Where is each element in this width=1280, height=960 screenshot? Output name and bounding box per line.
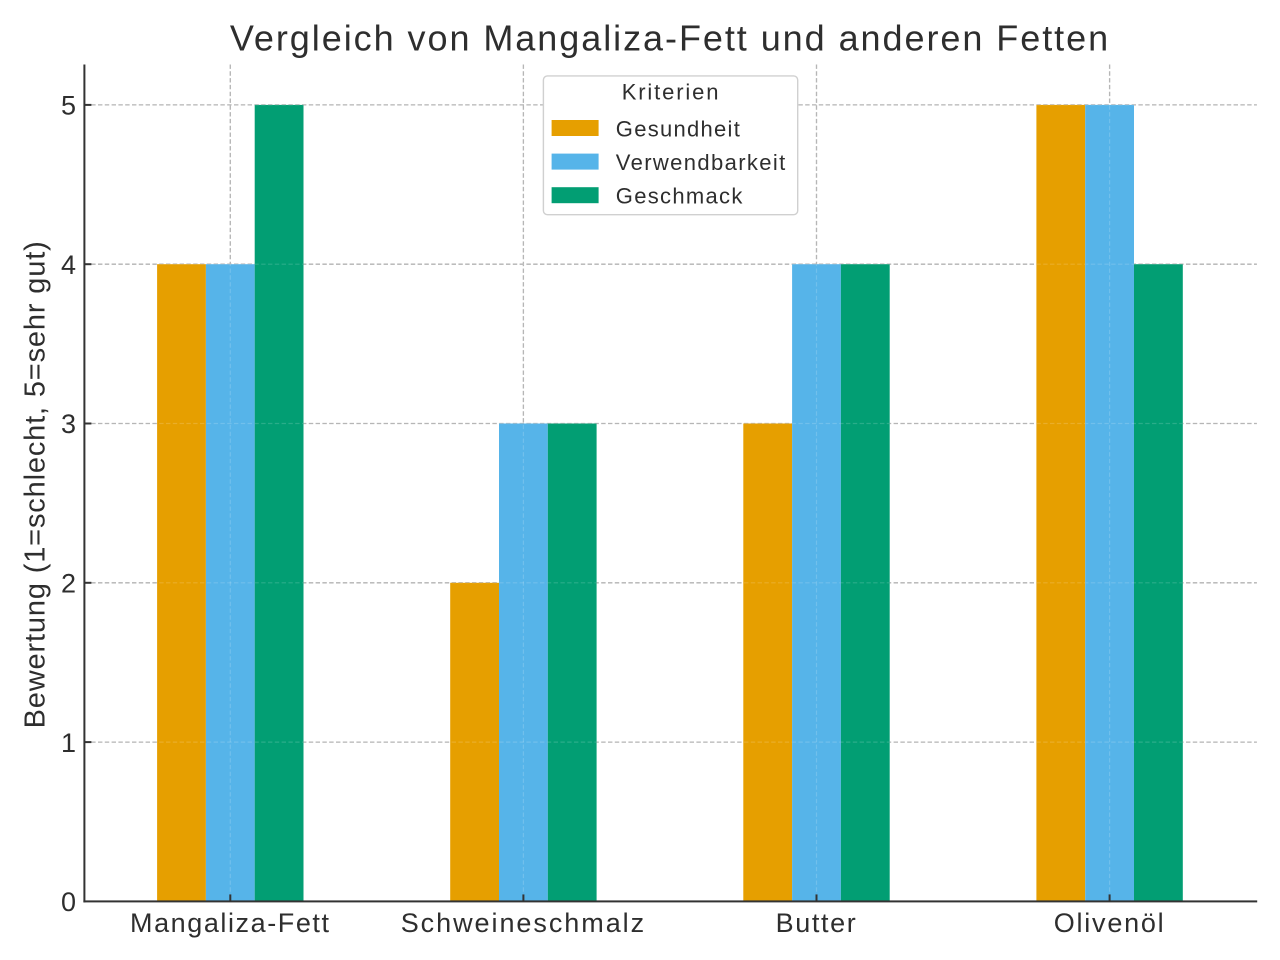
svg-text:Kriterien: Kriterien [622,80,721,105]
svg-text:1: 1 [61,728,76,758]
svg-text:2: 2 [61,569,76,599]
svg-text:Butter: Butter [776,908,858,938]
svg-text:Verwendbarkeit: Verwendbarkeit [616,150,787,175]
svg-text:Vergleich von Mangaliza-Fett u: Vergleich von Mangaliza-Fett und anderen… [230,17,1110,58]
svg-text:Geschmack: Geschmack [616,184,744,209]
svg-text:Schweineschmalz: Schweineschmalz [401,908,646,938]
svg-text:3: 3 [61,409,76,439]
svg-text:Gesundheit: Gesundheit [616,116,741,141]
svg-text:Bewertung (1=schlecht, 5=sehr: Bewertung (1=schlecht, 5=sehr gut) [20,240,52,728]
svg-text:Olivenöl: Olivenöl [1054,908,1166,938]
svg-text:5: 5 [61,91,76,121]
svg-text:0: 0 [61,887,76,917]
svg-text:Mangaliza-Fett: Mangaliza-Fett [130,908,331,938]
svg-text:4: 4 [61,250,76,280]
